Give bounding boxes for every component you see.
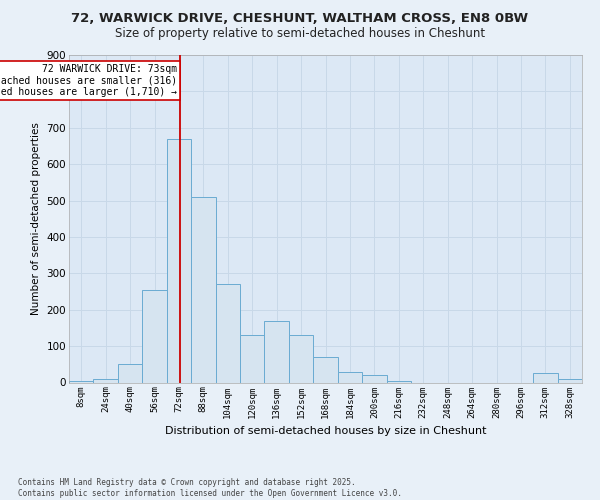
Bar	[215, 284, 240, 382]
Text: 72, WARWICK DRIVE, CHESHUNT, WALTHAM CROSS, EN8 0BW: 72, WARWICK DRIVE, CHESHUNT, WALTHAM CRO…	[71, 12, 529, 24]
Bar	[191, 197, 215, 382]
Bar	[533, 374, 557, 382]
Text: Size of property relative to semi-detached houses in Cheshunt: Size of property relative to semi-detach…	[115, 28, 485, 40]
Bar	[338, 372, 362, 382]
Bar	[362, 375, 386, 382]
Bar	[240, 335, 265, 382]
Bar	[118, 364, 142, 382]
Text: Contains HM Land Registry data © Crown copyright and database right 2025.
Contai: Contains HM Land Registry data © Crown c…	[18, 478, 402, 498]
Bar	[265, 320, 289, 382]
X-axis label: Distribution of semi-detached houses by size in Cheshunt: Distribution of semi-detached houses by …	[165, 426, 486, 436]
Bar	[313, 357, 338, 382]
Text: 72 WARWICK DRIVE: 73sqm
← 15% of semi-detached houses are smaller (316)
84% of s: 72 WARWICK DRIVE: 73sqm ← 15% of semi-de…	[0, 64, 177, 98]
Bar	[557, 379, 582, 382]
Bar	[94, 379, 118, 382]
Bar	[289, 335, 313, 382]
Y-axis label: Number of semi-detached properties: Number of semi-detached properties	[31, 122, 41, 315]
Bar	[142, 290, 167, 382]
Bar	[167, 138, 191, 382]
Bar	[386, 380, 411, 382]
